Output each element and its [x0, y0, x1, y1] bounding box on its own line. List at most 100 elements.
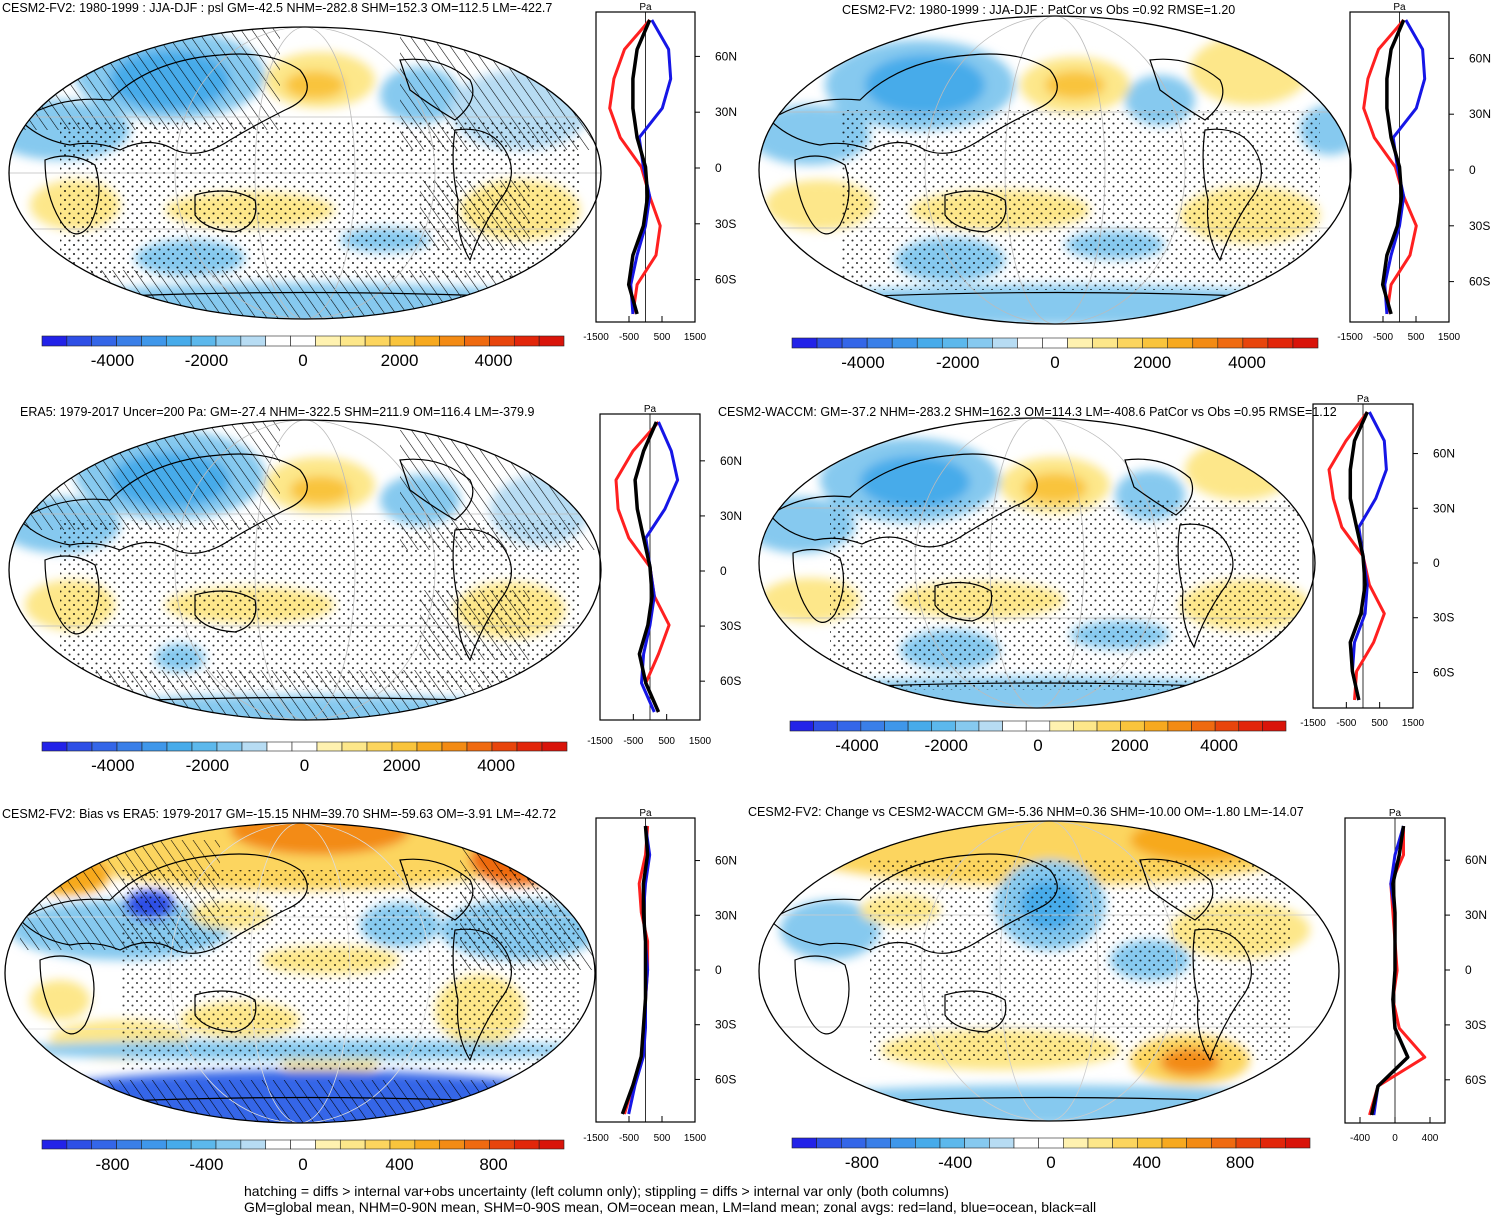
colorbar-swatch: [955, 720, 980, 732]
zonal-x-label: -400: [1350, 1133, 1370, 1144]
colorbar-label: 4000: [475, 351, 513, 370]
lat-label: 30N: [720, 509, 742, 523]
colorbar-swatch: [989, 1137, 1015, 1149]
colorbars: -4000 -2000 0 2000 4000 -4000 -2000 0 2000 4000-4…: [41, 335, 1319, 1174]
colorbar-swatch: [891, 337, 918, 349]
colorbar-swatch: [890, 1137, 916, 1149]
zonal-x-label: 0: [1392, 1133, 1398, 1144]
colorbar-swatch: [791, 1137, 817, 1149]
colorbar-swatch: [489, 1139, 515, 1150]
colorbar-swatch: [1087, 1137, 1113, 1149]
lat-label: 30N: [715, 908, 737, 922]
zonal-curve-ocean: [1383, 19, 1427, 315]
colorbar-swatch: [491, 741, 518, 752]
zonal-x-label: 1500: [1402, 718, 1425, 729]
colorbar-swatch: [1142, 337, 1169, 349]
colorbar-swatch: [66, 741, 93, 752]
zonal-x-label: 1500: [684, 332, 707, 343]
lat-label: 60S: [715, 273, 736, 287]
colorbar-swatch: [41, 335, 68, 347]
colorbar-label: -4000: [835, 736, 878, 755]
zonal-x-label: -1500: [1300, 718, 1326, 729]
zonal-curve-all: [1369, 825, 1410, 1116]
colorbar-swatch: [141, 741, 168, 752]
colorbar-label: 4000: [1200, 736, 1238, 755]
zonal-x-label: -500: [619, 1133, 639, 1144]
colorbar-swatch: [190, 1139, 217, 1150]
lat-label: 30S: [715, 1018, 736, 1032]
colorbar-swatch: [315, 335, 341, 347]
colorbar-swatch: [141, 335, 167, 347]
zonal-units-label: Pa: [644, 404, 657, 415]
colorbar-swatch: [1137, 1137, 1163, 1149]
colorbar-swatch: [265, 1139, 291, 1150]
colorbar-swatch: [1191, 720, 1216, 732]
panel-2-map: [758, 15, 1352, 325]
colorbar-swatch: [841, 337, 868, 349]
colorbar-swatch: [813, 720, 838, 732]
zonal-x-label: 1500: [689, 736, 712, 747]
colorbar-panel-3: -4000 -2000 0 2000 4000: [41, 741, 568, 775]
panel-6-title: CESM2-FV2: Change vs CESM2-WACCM GM=-5.3…: [748, 805, 1304, 819]
colorbar-swatch: [316, 741, 343, 752]
lat-label: 0: [1469, 163, 1476, 177]
zonal-curve-all: [620, 825, 650, 1115]
colorbar-swatch: [240, 335, 267, 347]
colorbar-swatch: [964, 1137, 990, 1149]
lat-label: 60N: [715, 49, 737, 63]
colorbar-label: 2000: [383, 756, 421, 775]
colorbar-swatch: [1167, 720, 1192, 732]
zonal-curve-ocean: [1350, 411, 1388, 701]
colorbar-label: -4000: [841, 353, 884, 372]
colorbar-swatch: [1049, 720, 1074, 732]
colorbar-swatch: [414, 335, 441, 347]
colorbar-swatch: [941, 337, 968, 349]
panel-1-title: CESM2-FV2: 1980-1999 : JJA-DJF : psl GM=…: [2, 1, 553, 15]
panel-5-map: [4, 822, 596, 1124]
colorbar-swatch: [978, 720, 1003, 732]
footer-line-2: GM=global mean, NHM=0-90N mean, SHM=0-90…: [244, 1199, 1097, 1215]
colorbar-label: -4000: [91, 756, 134, 775]
colorbar-swatch: [91, 335, 117, 347]
zonal-average-plots: Pa 60N 30N 0 30S 60S -1500 -500 500 1500 Pa 60N 30N 0…: [583, 2, 1491, 1144]
colorbar-swatch: [1262, 720, 1287, 732]
lat-label: 0: [715, 161, 722, 175]
colorbar-swatch: [1038, 1137, 1064, 1149]
zonal-plot-panel-5: Pa 60N 30N 0 30S 60S -1500 -500 500 1500: [583, 808, 737, 1144]
zonal-curve-ocean: [627, 825, 652, 1115]
zonal-x-label: 1500: [684, 1133, 707, 1144]
colorbar-swatch: [339, 1139, 366, 1150]
colorbar-swatch: [91, 1139, 117, 1150]
colorbar-swatch: [190, 335, 217, 347]
zonal-curve-ocean: [640, 421, 680, 713]
colorbar-swatch: [116, 335, 142, 347]
colorbar-label: 0: [298, 351, 307, 370]
colorbar-swatch: [884, 720, 909, 732]
colorbar-swatch: [541, 741, 568, 752]
colorbar-label: 800: [1226, 1153, 1254, 1172]
colorbar-swatch: [916, 337, 943, 349]
colorbar-swatch: [391, 741, 418, 752]
colorbar-swatch: [66, 1139, 93, 1150]
colorbar-swatch: [366, 741, 393, 752]
lat-label: 60S: [715, 1072, 736, 1086]
zonal-curve-all: [1380, 19, 1406, 315]
colorbar-label: 400: [385, 1155, 413, 1174]
zonal-curve-all: [626, 19, 652, 315]
colorbar-swatch: [939, 1137, 965, 1149]
lat-label: 60S: [1465, 1073, 1486, 1087]
colorbar-swatch: [841, 1137, 867, 1149]
colorbar-swatch: [191, 741, 218, 752]
zonal-curve-ocean: [629, 19, 673, 315]
colorbar-label: 4000: [1228, 353, 1266, 372]
panel-6-map: [758, 820, 1340, 1122]
colorbar-swatch: [215, 1139, 242, 1150]
colorbar-swatch: [240, 1139, 267, 1150]
zonal-plot-panel-1: Pa 60N 30N 0 30S 60S -1500 -500 500 1500: [583, 2, 737, 343]
colorbar-swatch: [860, 720, 885, 732]
panel-3-title: ERA5: 1979-2017 Uncer=200 Pa: GM=-27.4 N…: [20, 405, 535, 419]
lat-label: 30N: [715, 105, 737, 119]
colorbar-swatch: [1120, 720, 1145, 732]
colorbar-swatch: [364, 1139, 391, 1150]
zonal-units-label: Pa: [1393, 2, 1406, 13]
